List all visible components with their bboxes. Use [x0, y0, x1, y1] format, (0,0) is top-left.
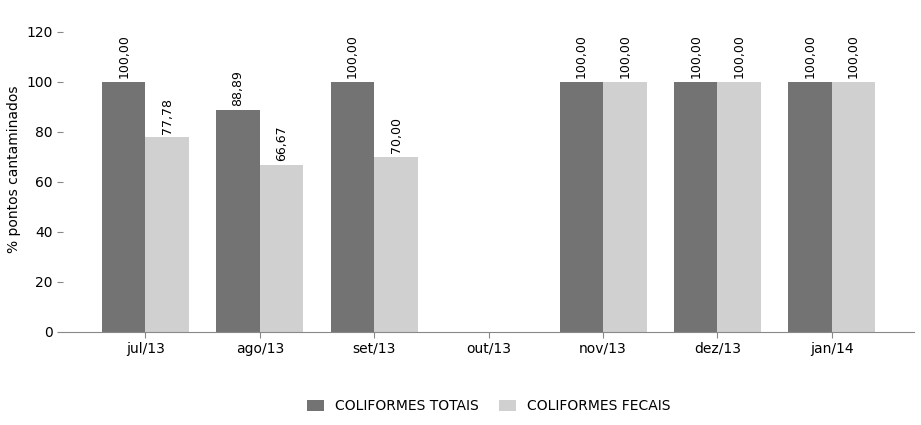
Text: 100,00: 100,00 [804, 34, 817, 78]
Bar [560, 82, 603, 332]
Text: 100,00: 100,00 [847, 34, 860, 78]
Y-axis label: % pontos cantaminados: % pontos cantaminados [7, 85, 21, 253]
Text: 100,00: 100,00 [575, 34, 588, 78]
Bar [832, 82, 875, 332]
Text: 70,00: 70,00 [390, 117, 402, 153]
Bar [717, 82, 761, 332]
Text: 100,00: 100,00 [346, 34, 359, 78]
Text: 77,78: 77,78 [160, 98, 174, 133]
Text: 100,00: 100,00 [689, 34, 702, 78]
Bar [374, 157, 418, 332]
Legend: COLIFORMES TOTAIS, COLIFORMES FECAIS: COLIFORMES TOTAIS, COLIFORMES FECAIS [301, 394, 676, 419]
Bar [788, 82, 832, 332]
Bar [216, 110, 260, 332]
Text: 100,00: 100,00 [733, 34, 746, 78]
Bar [674, 82, 717, 332]
Bar [260, 165, 303, 332]
Bar [603, 82, 647, 332]
Text: 88,89: 88,89 [231, 70, 245, 106]
Text: 66,67: 66,67 [275, 126, 288, 162]
Bar [102, 82, 146, 332]
Bar [146, 137, 189, 332]
Text: 100,00: 100,00 [618, 34, 631, 78]
Text: 100,00: 100,00 [117, 34, 130, 78]
Bar [331, 82, 374, 332]
